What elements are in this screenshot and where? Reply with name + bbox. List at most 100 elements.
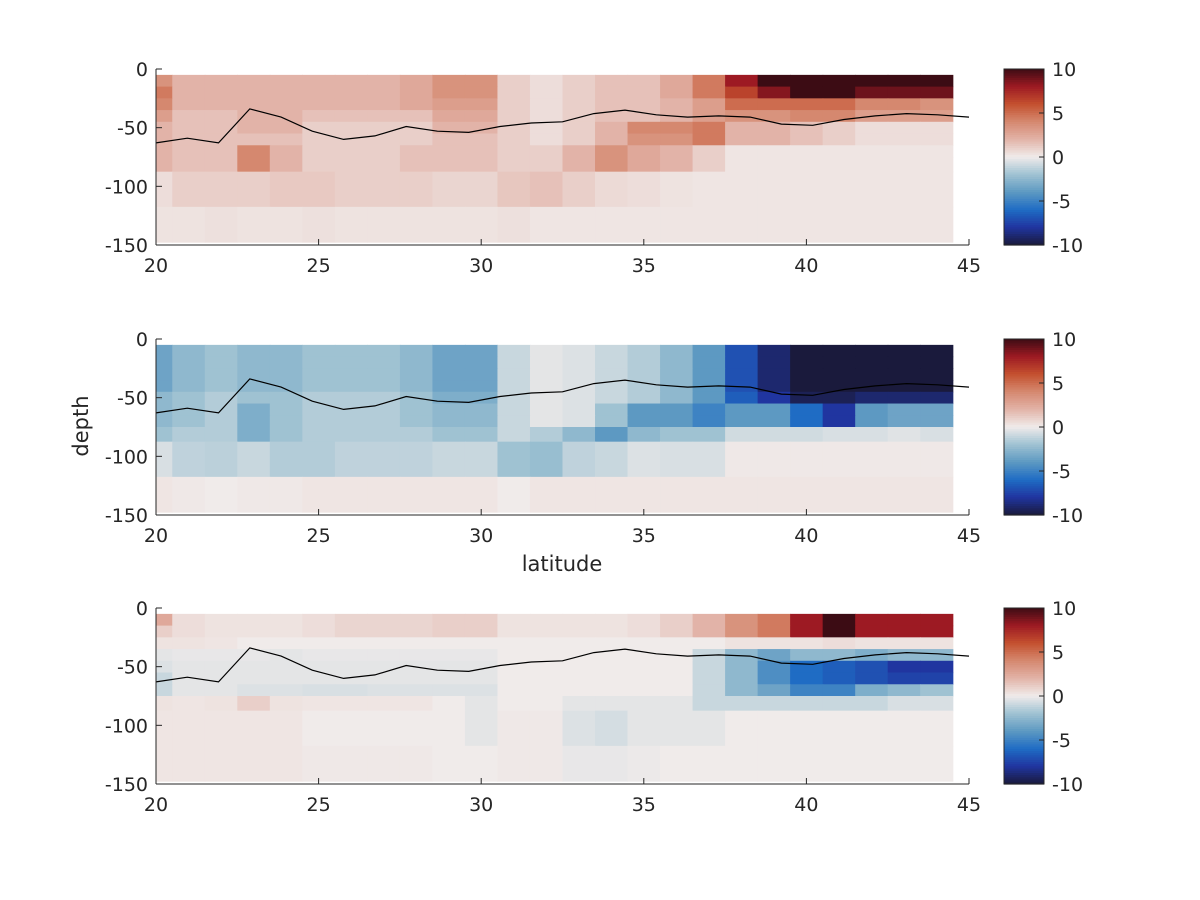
heatmap-cell (464, 427, 499, 443)
heatmap-cell (399, 745, 434, 782)
heatmap-cell (204, 696, 238, 712)
heatmap-cell (790, 625, 824, 638)
heatmap-cell (334, 206, 368, 243)
heatmap-cell (432, 649, 466, 662)
colorbar-segment (1004, 380, 1044, 384)
heatmap-cell (367, 86, 401, 99)
heatmap-cell (529, 121, 564, 135)
heatmap-cell (920, 476, 954, 513)
y-tick-label: -50 (117, 657, 148, 679)
heatmap-cell (156, 415, 173, 428)
heatmap-cell (725, 98, 759, 111)
colorbar-segment (1004, 416, 1044, 419)
colorbar-segment (1004, 656, 1044, 660)
heatmap-cell (156, 133, 173, 146)
heatmap-cell (790, 121, 824, 135)
heatmap-cell (302, 157, 336, 173)
x-tick-label: 20 (144, 525, 168, 547)
heatmap-cell (156, 403, 173, 416)
colorbar-segment (1004, 124, 1044, 127)
heatmap-cell (887, 110, 921, 123)
heatmap-cell (627, 625, 661, 638)
heatmap-cell (269, 625, 303, 638)
colorbar-segment (1004, 660, 1044, 664)
heatmap-cell (562, 625, 596, 638)
heatmap-cell (920, 613, 954, 627)
heatmap-cell (790, 415, 824, 428)
heatmap-cell (660, 710, 694, 747)
heatmap-cell (627, 637, 661, 650)
heatmap-cell (920, 696, 954, 712)
heatmap-cell (562, 121, 596, 135)
heatmap-cell (855, 684, 889, 697)
colorbar-segment (1004, 674, 1044, 677)
heatmap-cell (172, 613, 206, 627)
heatmap-cell (367, 476, 401, 513)
heatmap-cell (156, 110, 173, 123)
heatmap-cell (334, 415, 368, 428)
heatmap-cell (660, 98, 694, 111)
heatmap-cell (269, 133, 303, 146)
heatmap-cell (172, 427, 206, 443)
heatmap-cell (334, 98, 368, 111)
colorbar-segment (1004, 654, 1044, 657)
heatmap-cell (302, 74, 336, 88)
colorbar-segment (1004, 762, 1044, 765)
colorbar-segment (1004, 378, 1044, 382)
heatmap-cell (757, 625, 791, 638)
heatmap-cell (562, 403, 596, 416)
heatmap-cell (237, 171, 271, 208)
colorbar-segment (1004, 455, 1044, 459)
colorbar-segment (1004, 471, 1044, 474)
heatmap-cell (367, 391, 401, 405)
heatmap-cell (302, 684, 336, 697)
heatmap-cell (529, 660, 564, 674)
colorbar-segment (1004, 438, 1044, 441)
panel-middle: 20 25 30 35 40 45 0 -50 -100 -150 10 5 0 -5 -10 (105, 329, 1083, 547)
colorbar-segment (1004, 139, 1044, 143)
heatmap-cell (660, 171, 694, 208)
heatmap-cell (529, 427, 564, 443)
heatmap-cell (660, 206, 694, 243)
heatmap-cell (172, 391, 206, 405)
heatmap-cell (367, 344, 401, 358)
heatmap-cell (464, 649, 499, 662)
heatmap-cell (725, 696, 759, 712)
y-tick-label: -150 (105, 505, 148, 527)
heatmap-cell (757, 98, 791, 111)
heatmap-cell (692, 171, 726, 208)
heatmap-cell (237, 696, 271, 712)
heatmap-cell (334, 133, 368, 146)
heatmap-cell (790, 110, 824, 123)
heatmap-cell (790, 206, 824, 243)
heatmap-cell (156, 745, 173, 782)
colorbar-segment (1004, 781, 1044, 785)
heatmap-cell (757, 476, 791, 513)
heatmap-cell (855, 368, 889, 381)
heatmap-cell (334, 672, 368, 685)
heatmap-cell (595, 637, 629, 650)
colorbar-segment (1004, 212, 1044, 215)
heatmap-cell (399, 368, 434, 381)
heatmap-cell (595, 696, 629, 712)
heatmap-cell (627, 98, 661, 111)
heatmap-cell (887, 649, 921, 662)
x-tick-label: 35 (632, 255, 656, 277)
heatmap-cell (562, 368, 596, 381)
heatmap-cell (204, 745, 238, 782)
heatmap-cell (920, 86, 954, 99)
heatmap-cell (237, 86, 271, 99)
heatmap-cell (367, 684, 401, 697)
heatmap-cell (855, 476, 889, 513)
colorbar-segment (1004, 691, 1044, 695)
heatmap-cell (302, 441, 336, 478)
heatmap-cell (822, 660, 856, 674)
colorbar-segment (1004, 634, 1044, 638)
colorbar-segment (1004, 391, 1044, 395)
heatmap-cell (790, 344, 824, 358)
heatmap-cell (237, 637, 271, 650)
heatmap-cell (156, 344, 173, 358)
heatmap-cell (237, 368, 271, 381)
heatmap-cell (627, 415, 661, 428)
colorbar-segment (1004, 702, 1044, 706)
